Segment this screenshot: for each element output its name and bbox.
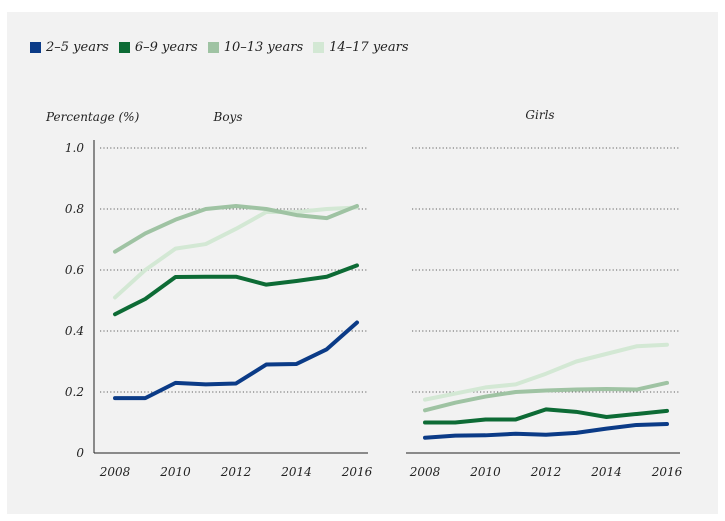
panel-title-boys: Boys (213, 110, 243, 124)
x-tick-label: 2008 (409, 465, 441, 479)
legend-label: 14–17 years (329, 40, 409, 55)
legend-label: 10–13 years (223, 40, 304, 55)
x-tick-label: 2010 (469, 465, 501, 479)
legend-item-14-17: 14–17 years (313, 40, 409, 55)
series-line-girls-0 (423, 422, 669, 440)
legend-item-10-13: 10–13 years (207, 40, 304, 55)
x-tick-label: 2016 (651, 465, 683, 479)
x-tick-label: 2010 (159, 465, 191, 479)
y-tick-label: 0 (76, 446, 84, 460)
series-line-boys-1 (113, 263, 359, 317)
x-tick-label: 2012 (530, 465, 562, 479)
x-tick-label: 2016 (341, 465, 373, 479)
series-line-boys-2 (113, 203, 359, 254)
legend-item-6-9: 6–9 years (118, 40, 198, 55)
series-line-girls-3 (423, 342, 669, 402)
legend-swatch (313, 42, 325, 53)
panel-title-girls: Girls (525, 108, 554, 122)
y-axis-label: Percentage (%) (45, 110, 140, 124)
y-tick-label: 1.0 (65, 141, 84, 155)
legend-label: 2–5 years (46, 40, 109, 55)
legend-label: 6–9 years (134, 40, 198, 55)
legend-swatch (118, 42, 130, 53)
y-tick-label: 0.6 (65, 263, 84, 277)
y-tick-label: 0.8 (65, 202, 84, 216)
legend: 2–5 years 6–9 years 10–13 years 14–17 ye… (30, 40, 409, 55)
legend-swatch (30, 42, 41, 53)
y-tick-label: 0.2 (65, 385, 84, 399)
x-tick-label: 2014 (590, 465, 622, 479)
series-line-boys-3 (113, 205, 359, 300)
y-tick-label: 0.4 (65, 324, 84, 338)
series-line-girls-1 (423, 407, 669, 425)
legend-item-2-5: 2–5 years (30, 40, 109, 55)
x-tick-label: 2012 (220, 465, 252, 479)
series-line-girls-2 (423, 380, 669, 413)
x-tick-label: 2014 (280, 465, 312, 479)
x-tick-label: 2008 (99, 465, 131, 479)
legend-swatch (207, 42, 219, 53)
series-line-boys-0 (113, 320, 359, 401)
